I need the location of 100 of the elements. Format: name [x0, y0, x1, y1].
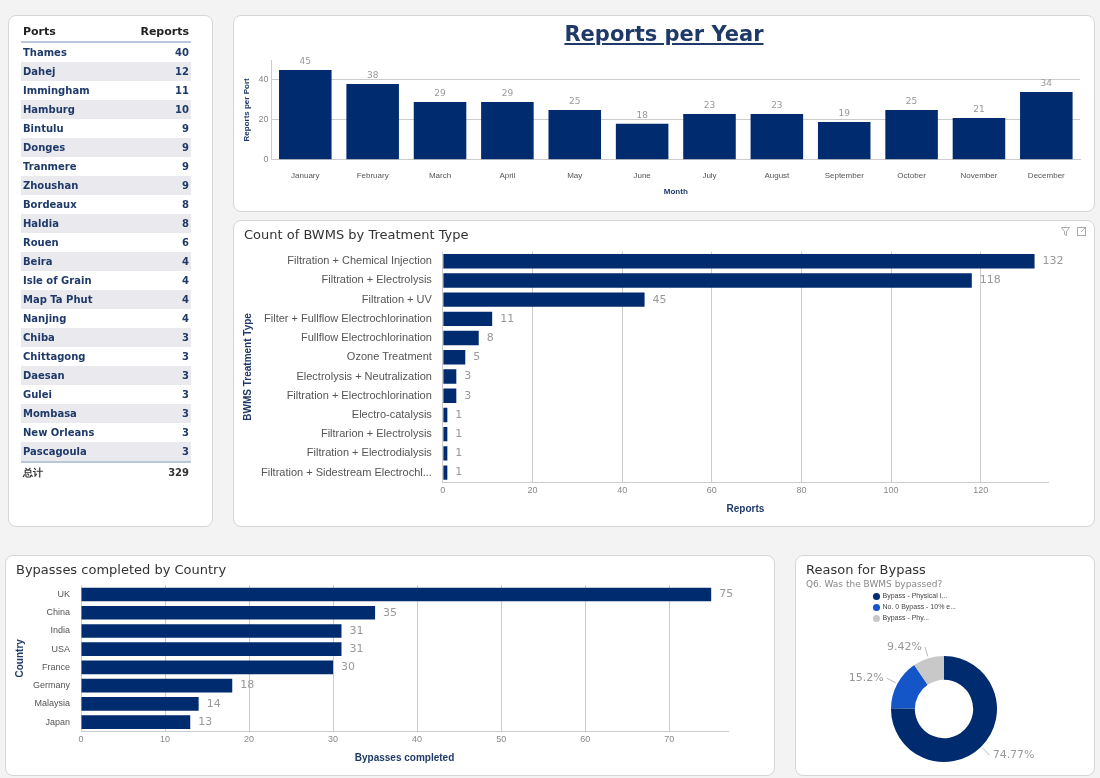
category-label: Rouen [22, 236, 60, 250]
y-tick-label: Ozone Treatment [346, 350, 432, 363]
x-tick-label: May [567, 170, 583, 180]
x-tick-label: 20 [527, 485, 538, 496]
x-tick-label: February [356, 170, 389, 180]
chart-title: Reports per Year [563, 21, 765, 46]
bar [481, 101, 534, 160]
data-label: 10 [121, 100, 191, 119]
bar [443, 254, 1035, 269]
data-label: 34 [1040, 77, 1053, 88]
bar [443, 426, 448, 442]
y-tick-label: Fullflow Electrochlorination [301, 331, 432, 344]
data-label: 15.2% [848, 670, 884, 684]
data-label: 3 [121, 328, 191, 347]
y-tick-label: Filtration + Chemical Injection [287, 254, 432, 267]
data-label: 1 [455, 407, 463, 421]
data-label: 4 [121, 290, 191, 309]
y-tick-label: India [50, 625, 71, 636]
x-tick-label: July [702, 170, 717, 180]
x-tick-label: 20 [244, 734, 255, 745]
x-tick-label: September [824, 170, 865, 180]
bar [81, 715, 191, 729]
data-label: 3 [181, 388, 190, 402]
data-label: 9 [181, 160, 190, 174]
y-tick-label: Electro-catalysis [351, 407, 433, 420]
text: Reports [121, 22, 191, 42]
data-label: 29 [501, 87, 514, 98]
bar [81, 642, 342, 657]
bar [279, 69, 332, 160]
bar [615, 123, 669, 160]
data-label: 21 [973, 103, 985, 114]
bar [81, 605, 376, 620]
data-label: 11 [174, 84, 190, 98]
data-label: 12 [121, 62, 191, 81]
data-label: 118 [979, 273, 1001, 287]
y-tick-label: UK [57, 589, 71, 599]
data-label: 4 [181, 274, 190, 288]
category-label: Daesan [21, 366, 122, 385]
x-tick-label: 60 [706, 485, 717, 496]
category-label: Haldia [21, 214, 122, 233]
chart-subtitle: Q6. Was the BWMS bypassed? [805, 578, 944, 589]
data-label: 29 [434, 87, 447, 98]
chart-title: Count of BWMS by Treatment Type [243, 226, 470, 242]
text: Ports [21, 22, 122, 42]
bar [346, 83, 399, 160]
y-axis-title: Country [13, 638, 25, 678]
data-label: 8 [121, 214, 191, 233]
y-tick-label: Japan [45, 716, 71, 727]
data-label: 30 [341, 660, 356, 674]
data-label: 23 [771, 99, 783, 110]
data-label: 25 [905, 95, 918, 106]
bar [750, 113, 804, 160]
x-tick-label: April [499, 170, 516, 180]
data-label: 1 [455, 427, 463, 441]
data-label: 35 [383, 605, 398, 619]
y-tick-label: Filtrarion + Electrolysis [320, 427, 433, 440]
category-label: Beira [21, 252, 122, 271]
y-tick-label: Filtration + UV [361, 292, 433, 305]
bar [81, 624, 342, 638]
data-label: 3 [464, 388, 472, 402]
x-tick-label: 10 [160, 734, 171, 745]
x-tick-label: June [633, 170, 652, 180]
y-tick-label: Filtration + Sidestream Electrochl... [261, 465, 432, 478]
bar [885, 109, 938, 160]
data-label: 8 [181, 198, 190, 212]
bar [443, 311, 493, 327]
data-label: 74.77% [992, 748, 1035, 762]
category-label: New Orleans [22, 426, 96, 440]
bar [81, 660, 334, 675]
x-tick-label: 0 [78, 734, 84, 745]
bar [81, 587, 712, 602]
y-tick-label: Filter + Fullflow Electrochlorination [264, 311, 432, 324]
category-label: Nanjing [22, 312, 68, 326]
bar [443, 369, 457, 384]
data-label: 38 [366, 69, 379, 80]
x-tick-label: 50 [496, 734, 507, 745]
x-tick-label: 120 [973, 485, 989, 496]
category-label: Pascagoula [21, 442, 122, 462]
bar [443, 350, 466, 365]
x-tick-label: 60 [580, 734, 591, 745]
data-label: 11 [500, 311, 515, 325]
x-tick-label: 0 [440, 485, 446, 496]
y-tick-label: 20 [258, 114, 269, 125]
y-tick-label: 0 [263, 154, 269, 165]
bar [413, 101, 467, 160]
category-label: Map Ta Phut [21, 290, 122, 309]
y-axis-title: BWMS Treatment Type [241, 312, 253, 421]
x-tick-label: 30 [328, 734, 339, 745]
data-label: 4 [181, 312, 190, 326]
x-tick-label: October [897, 170, 927, 180]
data-label: 9 [121, 176, 191, 195]
x-tick-label: March [428, 170, 452, 180]
y-tick-label: USA [51, 643, 71, 654]
bar [443, 407, 448, 423]
data-label: 1 [455, 465, 463, 479]
data-label: 19 [838, 107, 851, 118]
category-label: Chiba [21, 328, 122, 347]
text: 总计 [21, 462, 122, 482]
category-label: Zhoushan [21, 176, 122, 195]
category-label: Thames [22, 46, 68, 60]
